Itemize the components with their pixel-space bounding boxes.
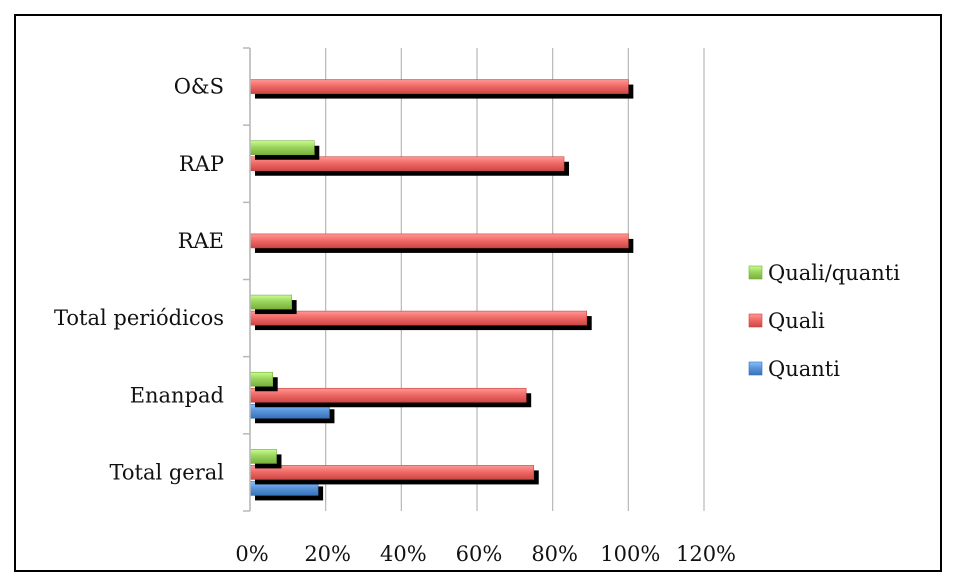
legend-label: Quali <box>768 309 825 333</box>
legend-swatch <box>748 361 763 376</box>
category-axis <box>243 47 251 512</box>
x-tick-label: 20% <box>304 542 351 566</box>
bar-quali-2 <box>249 310 588 326</box>
legend-label: Quali/quanti <box>768 261 900 285</box>
category-label: Enanpad <box>130 383 224 407</box>
legend-swatch <box>748 313 763 328</box>
x-tick-label: 40% <box>380 542 427 566</box>
x-tick-label: 60% <box>456 542 503 566</box>
bar-quali-0 <box>249 465 535 480</box>
bar-quali-1 <box>249 387 527 403</box>
bar-chart: 0% 20% 40% 60% 80% 100% 120% Total geral Enanpad… <box>54 47 900 566</box>
axis-labels: 0% 20% 40% 60% 80% 100% 120% Total geral Enanpad… <box>54 75 736 566</box>
chart-frame: 0% 20% 40% 60% 80% 100% 120% Total geral Enanpad… <box>14 14 942 572</box>
x-tick-label: 0% <box>235 542 268 566</box>
bar-quali-5 <box>249 79 629 94</box>
bars <box>249 79 634 501</box>
category-label: Total periódicos <box>54 306 224 330</box>
x-tick-label: 100% <box>600 542 660 566</box>
bar-quali-3 <box>249 233 629 249</box>
bar-quali-quanti-1 <box>249 371 274 387</box>
category-label: RAE <box>178 229 224 253</box>
legend-label: Quanti <box>768 357 840 381</box>
bar-quali-quanti-0 <box>249 449 277 464</box>
bar-quali-quanti-2 <box>249 294 292 310</box>
category-label: O&S <box>174 75 224 99</box>
x-tick-label: 80% <box>531 542 578 566</box>
legend-swatch <box>748 265 763 280</box>
bar-quali-quanti-4 <box>249 140 315 156</box>
category-label: RAP <box>179 152 224 176</box>
grid-lines <box>249 48 705 511</box>
x-tick-label: 120% <box>676 542 736 566</box>
category-label: Total geral <box>109 460 224 484</box>
legend: Quali/quanti Quali Quanti <box>748 261 900 381</box>
